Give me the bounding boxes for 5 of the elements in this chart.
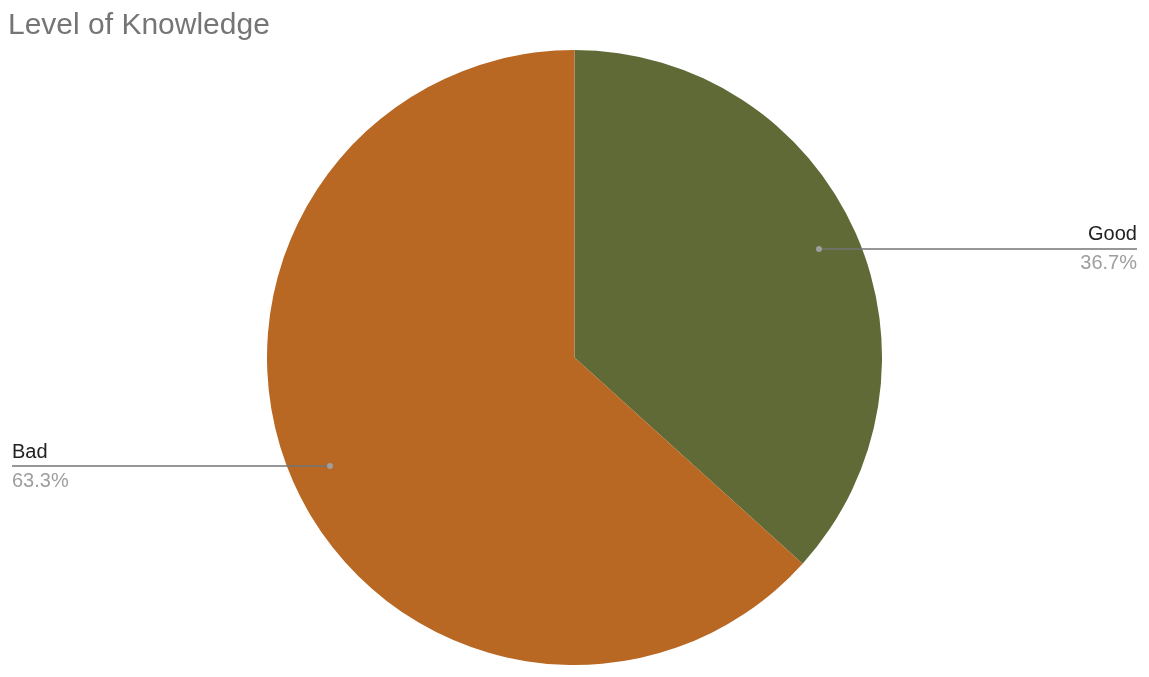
data-label: 63.3% (12, 468, 69, 491)
slice-label: Good (1088, 222, 1137, 245)
slice-label: Bad (12, 439, 48, 462)
data-label: 36.7% (1080, 251, 1138, 274)
chart-title: Level of Knowledge (8, 7, 270, 41)
